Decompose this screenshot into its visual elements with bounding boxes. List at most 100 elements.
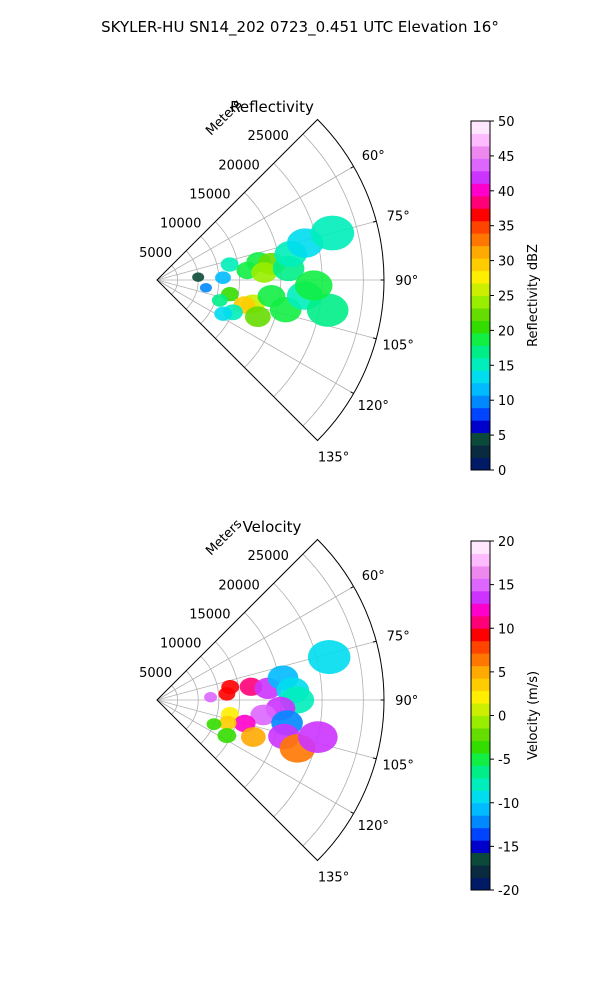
colorbar-segment [471,852,490,866]
colorbar-segment [471,457,490,471]
reflectivity-radial-ticks: 5000 10000 15000 20000 25000 [139,129,289,261]
radar-echo-cell [306,293,349,327]
reflectivity-cells [192,215,355,328]
colorbar-segment [471,332,490,346]
colorbar-segment [471,195,490,209]
radar-echo-cell [214,306,233,321]
colorbar-tick-label: 0 [498,464,506,479]
colorbar-segment [471,690,490,704]
colorbar-segment [471,233,490,247]
colorbar-segment [471,840,490,854]
colorbar-segment [471,307,490,321]
colorbar-segment [471,777,490,791]
colorbar-segment [471,653,490,667]
colorbar-segment [471,541,490,554]
colorbar-tick-label: 40 [498,185,515,200]
colorbar-segment [471,420,490,434]
colorbar-segment [471,445,490,459]
colorbar-segment [471,370,490,384]
radar-echo-cell [218,715,237,731]
reflectivity-colorbar-label: Reflectivity dBZ [526,244,541,347]
velocity-panel: Velocity 5000 10000 15000 20000 25000 Me… [139,517,541,899]
colorbar-segment [471,295,490,309]
radial-tick-label: 25000 [248,549,289,564]
colorbar-segment [471,258,490,272]
colorbar-segment [471,603,490,617]
theta-tick-label: 90° [395,274,418,289]
azimuth-spoke [156,279,354,394]
colorbar-segment [471,553,490,567]
figure-suptitle: SKYLER-HU SN14_202 0723_0.451 UTC Elevat… [101,18,499,37]
velocity-title: Velocity [243,518,302,536]
colorbar-segment [471,765,490,779]
radial-tick-label: 10000 [160,637,201,652]
theta-tick-label: 135° [318,871,349,886]
colorbar-segment [471,170,490,184]
radar-echo-cell [307,640,351,675]
colorbar-segment [471,752,490,766]
colorbar-segment [471,790,490,804]
theta-tick-mark [350,811,354,814]
reflectivity-colorbar [470,120,494,471]
colorbar-tick-label: 5 [498,429,506,444]
colorbar-segment [471,678,490,692]
radar-echo-cell [206,718,222,731]
theta-tick-label: 75° [387,209,410,224]
reflectivity-colorbar-ticks: 0 5 10 15 20 25 30 35 40 45 50 [498,115,515,479]
colorbar-segment [471,640,490,654]
theta-tick-mark [372,220,377,223]
radar-echo-cell [298,721,338,753]
radar-echo-cell [211,294,228,307]
colorbar-segment [471,628,490,642]
radar-echo-cell [218,687,236,701]
radial-tick-label: 25000 [248,129,289,144]
theta-tick-label: 120° [358,399,389,414]
colorbar-segment [471,382,490,396]
colorbar-tick-label: -15 [498,840,519,855]
theta-tick-mark [350,166,354,169]
colorbar-tick-label: 20 [498,535,515,550]
colorbar-tick-label: 20 [498,324,515,339]
colorbar-tick-label: 10 [498,394,515,409]
azimuth-spoke [156,699,377,760]
theta-tick-mark [372,640,377,643]
velocity-theta-ticks: 60° 75° 90° 105° 120° 135° [318,569,418,885]
colorbar-segment [471,345,490,359]
colorbar-segment [471,145,490,159]
colorbar-segment [471,590,490,604]
colorbar-segment [471,220,490,234]
theta-tick-mark [350,391,354,394]
radial-tick-label: 5000 [139,666,172,681]
colorbar-segment [471,320,490,334]
colorbar-segment [471,815,490,829]
colorbar-segment [471,357,490,371]
colorbar-tick-label: 10 [498,622,515,637]
colorbar-segment [471,865,490,879]
colorbar-tick-label: 0 [498,710,506,725]
colorbar-tick-label: -10 [498,797,519,812]
radar-echo-cell [240,727,266,747]
theta-tick-label: 135° [318,451,349,466]
radar-echo-cell [310,215,355,251]
colorbar-segment [471,208,490,222]
colorbar-segment [471,740,490,754]
colorbar-tick-label: 25 [498,290,515,305]
radial-tick-label: 20000 [218,158,259,173]
theta-tick-label: 105° [383,759,414,774]
velocity-radial-label: Meters [203,517,245,559]
colorbar-segment [471,183,490,197]
radar-echo-cell [199,282,212,293]
colorbar-segment [471,395,490,409]
azimuth-spoke [156,166,354,281]
colorbar-tick-label: 45 [498,150,515,165]
radial-tick-label: 15000 [189,607,230,622]
radar-echo-cell [217,728,237,744]
velocity-colorbar [470,540,494,891]
colorbar-tick-label: 15 [498,359,515,374]
colorbar-tick-label: 5 [498,666,506,681]
radar-echo-cell [220,257,239,272]
radar-echo-cell [250,704,277,726]
radar-echo-cell [251,262,277,283]
radar-echo-cell [204,692,218,703]
